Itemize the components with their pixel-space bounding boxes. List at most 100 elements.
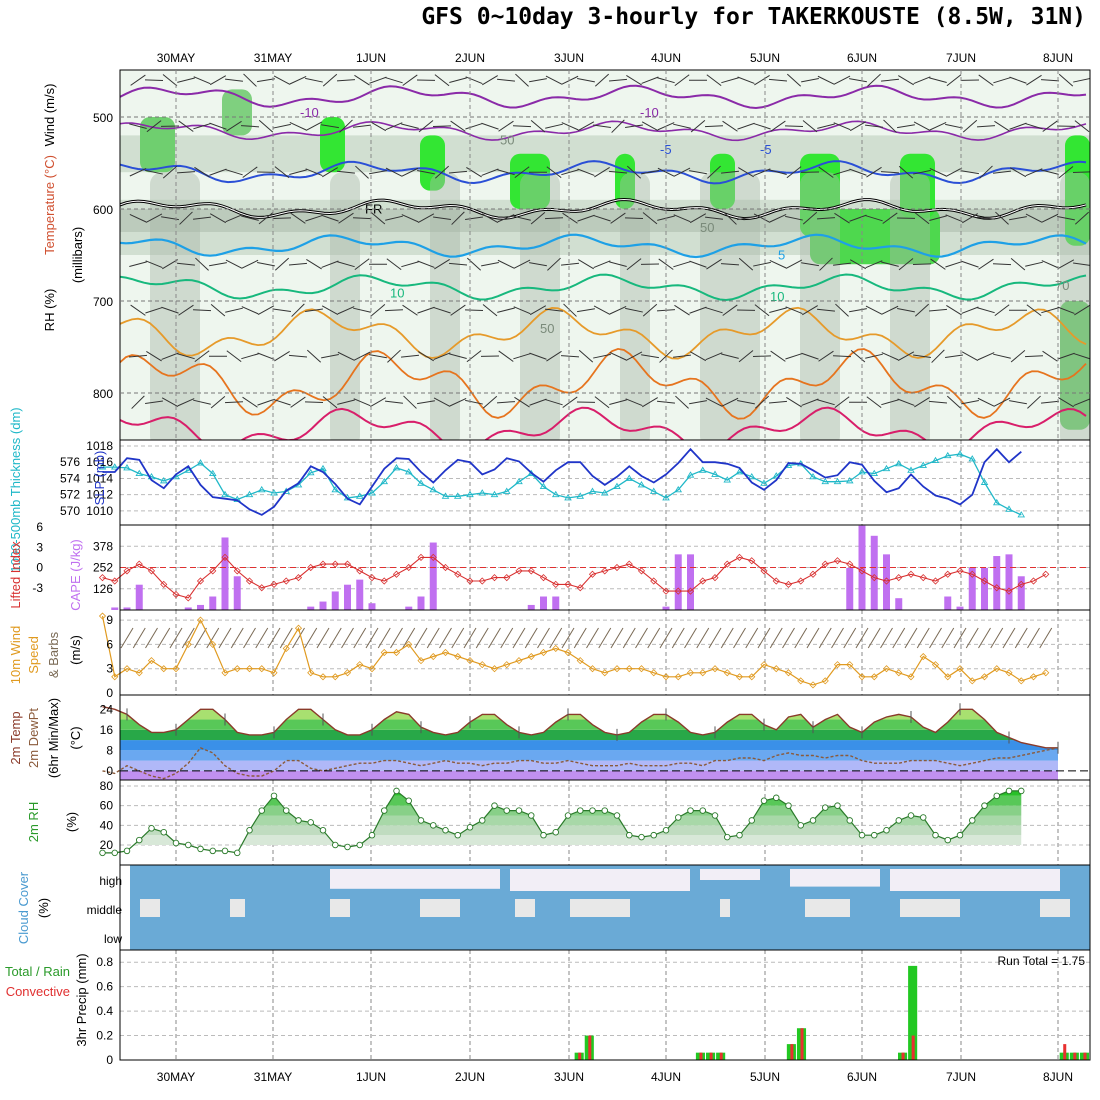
wind-barb (192, 309, 212, 312)
lifted-index-point (270, 580, 278, 588)
wind-barb (962, 213, 978, 224)
rh-point (430, 822, 437, 829)
rh-cell (510, 153, 550, 209)
cloud-middle (420, 899, 460, 917)
wind-barb (802, 305, 818, 316)
wind10-barb (708, 627, 722, 649)
wind-barb (577, 308, 595, 313)
wind-barb (146, 351, 162, 362)
lifted-index-point (1005, 587, 1013, 595)
wind10-point (147, 657, 156, 665)
rh-tick-label: 60 (100, 799, 114, 813)
wind-barb (178, 304, 194, 316)
wind-barb (881, 399, 899, 406)
wind-barb (305, 168, 323, 177)
wind10-barb (353, 627, 367, 649)
wind-barb (545, 308, 563, 312)
wind-barb (594, 396, 610, 409)
rh-point (760, 797, 768, 805)
wind-barb (448, 262, 468, 266)
lifted-index-point (686, 587, 695, 595)
lifted-index-point (441, 563, 450, 572)
wind-barb (241, 259, 259, 269)
wind10-barb (561, 627, 575, 649)
rh-point (172, 839, 180, 847)
wind-barb (946, 395, 962, 409)
wind-barb (880, 78, 900, 82)
wind10-barb (586, 627, 599, 649)
lifted-index-point (882, 577, 891, 585)
wind-barb (913, 121, 931, 131)
wind-barb (689, 306, 707, 314)
thickness-point (600, 489, 609, 496)
precip-convective-bar (911, 1035, 915, 1060)
wind-barb (274, 351, 290, 362)
rh-point (99, 849, 106, 857)
lifted-index-point (172, 590, 180, 599)
date-label-bottom: 3JUN (554, 1070, 584, 1084)
wind-barb (145, 169, 163, 175)
lifted-index-point (772, 577, 780, 585)
thickness-point (257, 485, 266, 493)
precip-convective-bar (1063, 1044, 1067, 1060)
wind-barb (801, 352, 819, 360)
wind-barb (738, 350, 754, 363)
wind10-point (245, 665, 254, 673)
date-label-top: 1JUN (356, 51, 386, 65)
wind-barb (226, 350, 242, 363)
wind-barb (769, 307, 787, 314)
wind10-barb (867, 627, 881, 649)
wind-barb (337, 351, 355, 361)
wind10-barb (659, 627, 673, 649)
wind-barb (769, 169, 787, 176)
rh-point (368, 831, 376, 839)
precip-convective-bar (578, 1052, 582, 1060)
cape-bar (981, 567, 988, 610)
rh-point (638, 833, 645, 841)
wind-barb (530, 120, 546, 133)
wind10-point (809, 681, 817, 689)
cape-bar (368, 603, 376, 610)
rh-cell (430, 172, 460, 440)
wind10-point (270, 669, 278, 677)
date-label-bottom: 30MAY (157, 1070, 195, 1084)
wind-barb (354, 74, 370, 86)
wind-barb (704, 125, 724, 128)
thickness-point (845, 477, 854, 484)
wind-barb (624, 217, 644, 220)
wind-barb (817, 399, 835, 406)
wind-barb (209, 213, 227, 224)
precip-convective-bar (699, 1052, 703, 1060)
wind-barb (608, 170, 628, 174)
cloud-high (510, 869, 690, 891)
rh-point (736, 831, 743, 839)
wind10-point (735, 673, 744, 681)
wind-barb (881, 261, 899, 267)
rh-point (135, 836, 143, 844)
rh-point (356, 841, 364, 849)
wind-barb (928, 308, 948, 312)
thickness-point (858, 468, 866, 475)
wind-barb (514, 166, 530, 179)
wind-barb (433, 397, 451, 407)
wind-barb (978, 258, 994, 270)
wind10-barb (610, 627, 624, 649)
wind-barb (417, 260, 435, 268)
wind10-barb (929, 627, 942, 649)
wind-barb (1026, 304, 1042, 317)
wind10-barb (488, 627, 501, 649)
wind-barb (385, 122, 403, 131)
wind-barb (560, 262, 580, 266)
wind-barb (914, 397, 930, 408)
wind-barb (498, 350, 514, 362)
wind-barb (242, 166, 258, 178)
wind-barb (1057, 306, 1075, 314)
cape-bar (319, 601, 327, 610)
wind-barb (497, 214, 515, 223)
thickness-point (907, 466, 915, 473)
wind-barb (914, 303, 930, 317)
wind-barb (608, 78, 628, 82)
wind-barb (352, 217, 372, 220)
rh-point (381, 807, 388, 814)
label-cape: CAPE (J/kg) (68, 539, 83, 611)
